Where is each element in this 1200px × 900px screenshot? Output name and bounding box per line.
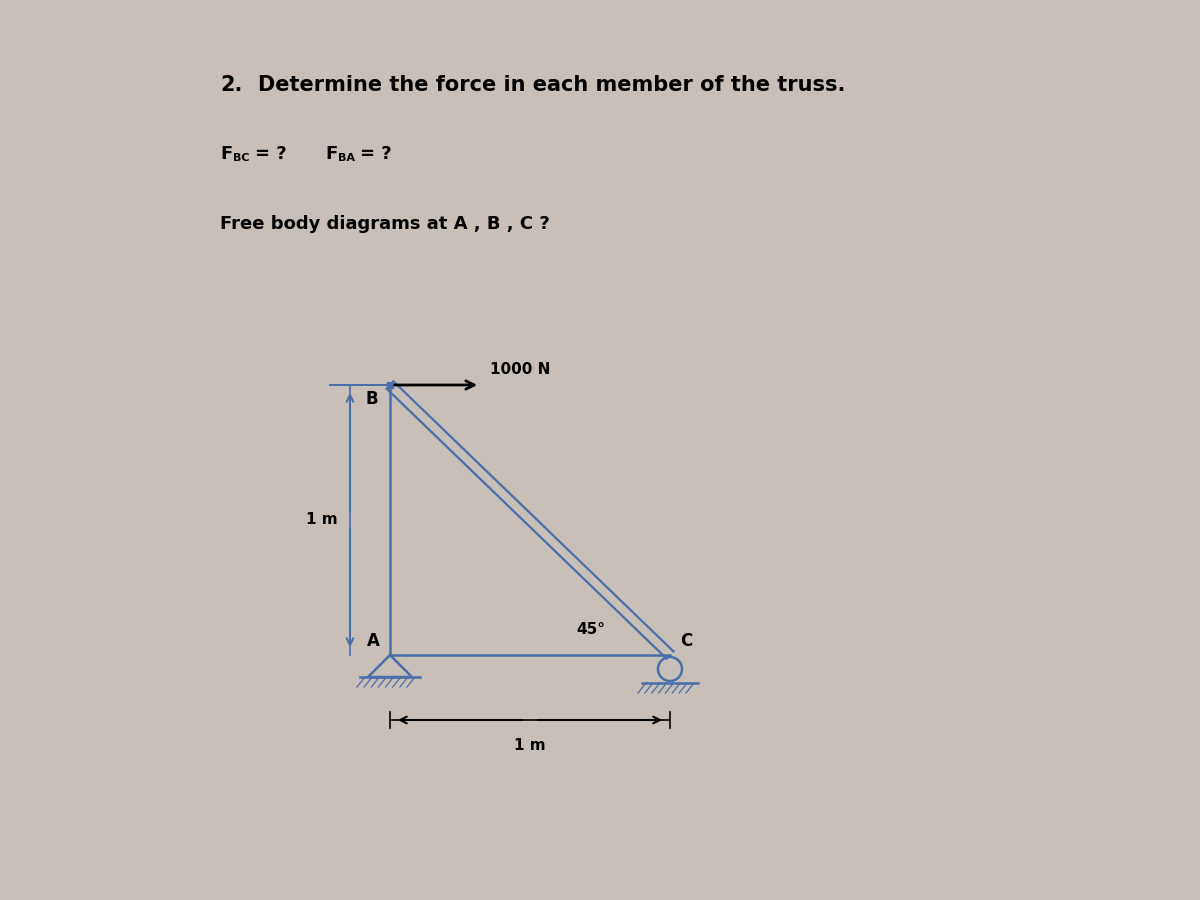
Text: 2.: 2. [220,75,242,95]
Text: BA: BA [338,153,355,163]
Text: = ?: = ? [360,145,391,163]
Text: A: A [367,632,380,650]
Text: = ?: = ? [256,145,287,163]
Text: BC: BC [233,153,250,163]
Text: F: F [220,145,233,163]
Text: Free body diagrams at A , B , C ?: Free body diagrams at A , B , C ? [220,215,550,233]
Text: B: B [365,390,378,408]
Text: 1 m: 1 m [306,512,338,527]
Text: 45°: 45° [576,622,605,637]
Text: C: C [680,632,692,650]
Text: F: F [325,145,337,163]
Text: 1000 N: 1000 N [490,362,551,377]
Text: Determine the force in each member of the truss.: Determine the force in each member of th… [258,75,845,95]
Text: 1 m: 1 m [514,738,546,753]
